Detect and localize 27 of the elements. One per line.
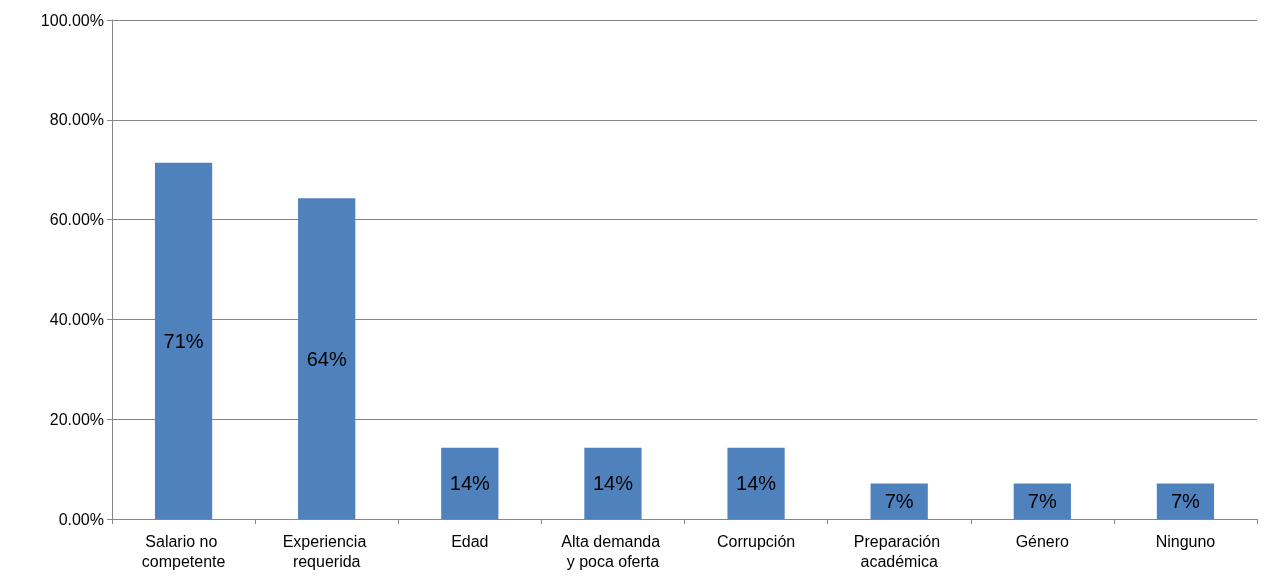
y-tick-label: 20.00%: [49, 410, 104, 428]
bar: [584, 447, 642, 519]
x-tick-label: Ninguno: [1155, 532, 1216, 550]
y-tick-label: 60.00%: [49, 211, 104, 229]
x-tick-label: Salario no competente: [141, 532, 226, 570]
x-tick-label: Experiencia requerida: [282, 532, 371, 570]
x-tick-label: Alta demanda y poca oferta: [561, 532, 665, 570]
data-label: 14%: [736, 472, 777, 495]
bar: [441, 447, 499, 519]
bar: [727, 447, 785, 519]
bar: [298, 198, 356, 519]
x-tick-label: Edad: [451, 532, 489, 550]
x-tick-label: Corrupción: [716, 532, 796, 550]
data-label: 14%: [449, 472, 491, 495]
data-label: 71%: [163, 329, 204, 352]
x-tick-label: Preparación académica: [853, 532, 945, 570]
data-label: 7%: [1170, 490, 1201, 513]
data-label: 7%: [1027, 490, 1057, 513]
y-tick-label: 0.00%: [58, 510, 104, 528]
y-tick-label: 40.00%: [49, 310, 104, 328]
bar: [154, 162, 213, 519]
y-tick-label: 100.00%: [40, 11, 104, 29]
x-tick-label: Género: [1015, 532, 1070, 550]
y-tick-label: 80.00%: [49, 111, 104, 129]
data-label: 64%: [306, 347, 347, 370]
data-label: 7%: [884, 490, 914, 513]
data-label: 14%: [592, 472, 634, 495]
